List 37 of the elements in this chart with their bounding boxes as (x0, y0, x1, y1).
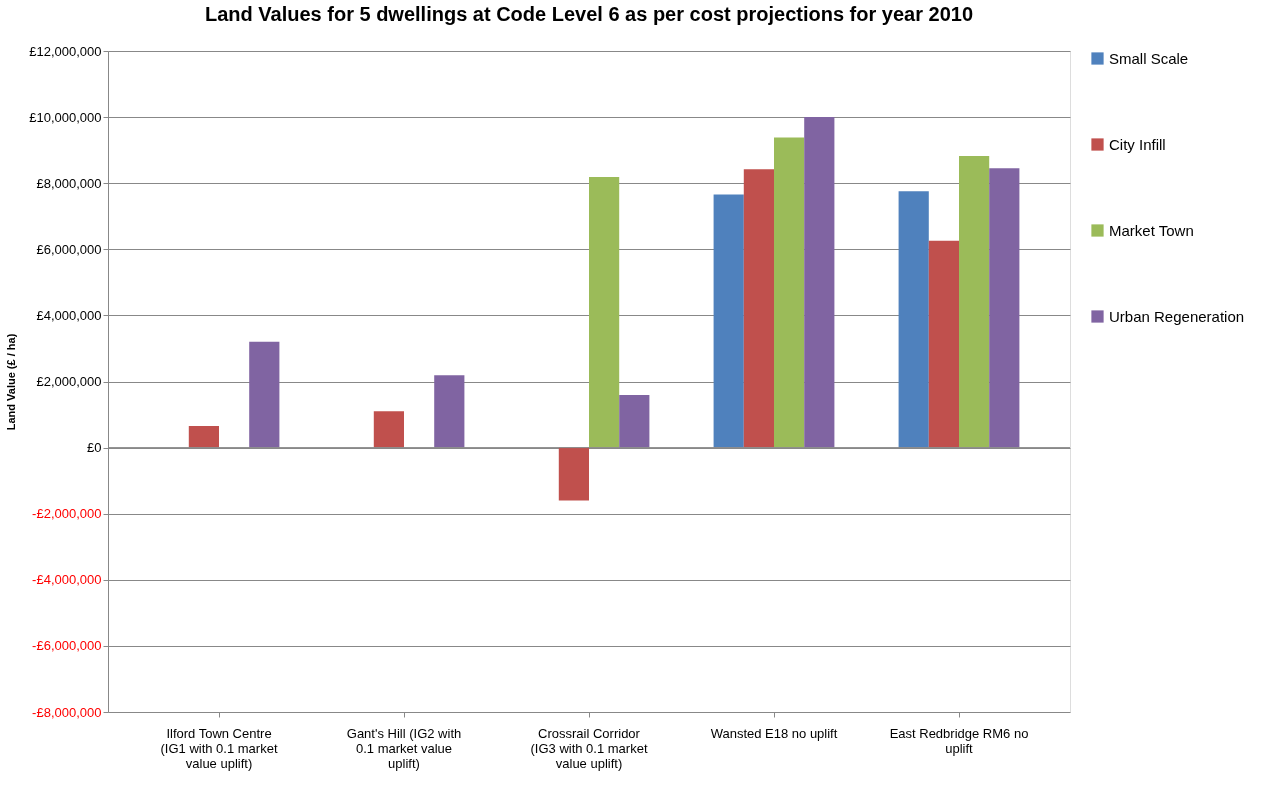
bar (804, 117, 835, 448)
chart-title: Land Values for 5 dwellings at Code Level 6 as per cost projections for year 2010 (204, 3, 974, 25)
y-tick-label: -£8,000,000 (32, 704, 102, 720)
legend-label: Market Town (1109, 221, 1194, 239)
x-tick-label: Gant's Hill (IG2 with 0.1 market value uplift) (346, 725, 462, 771)
x-tick-label: Wansted E18 no uplift (710, 725, 838, 741)
x-tick-label: Ilford Town Centre (IG1 with 0.1 market value uplift) (160, 725, 278, 771)
x-tick-label: Crossrail Corridor (IG3 with 0.1 market value uplift) (530, 725, 648, 771)
x-tick-label: East Redbridge RM6 no uplift (889, 725, 1029, 756)
bar (589, 176, 620, 448)
y-tick-label: £6,000,000 (36, 241, 102, 257)
bar (373, 411, 404, 448)
y-tick-label: £2,000,000 (36, 374, 102, 389)
bar (959, 156, 990, 448)
y-axis-title: Land Value (£ / ha) (5, 333, 18, 431)
bar (928, 240, 959, 448)
y-tick-label: -£6,000,000 (32, 638, 102, 654)
legend-label: City Infill (1109, 135, 1166, 153)
bar (713, 194, 744, 448)
bar (774, 137, 805, 448)
y-tick-label: £8,000,000 (36, 175, 102, 191)
bar (898, 191, 929, 448)
bar (558, 447, 589, 501)
bar (743, 169, 774, 448)
y-tick-label: £12,000,000 (29, 43, 102, 59)
bar (619, 395, 650, 448)
legend-label: Small Scale (1109, 49, 1189, 67)
y-tick-label: £0 (87, 440, 102, 456)
y-tick-label: £4,000,000 (36, 307, 102, 323)
bar (188, 426, 219, 448)
y-tick-label: -£2,000,000 (32, 506, 102, 522)
y-tick-label: £10,000,000 (29, 109, 102, 125)
bar (434, 375, 465, 448)
y-tick-label: -£4,000,000 (32, 572, 102, 588)
bar (989, 168, 1020, 448)
legend-label: Urban Regeneration (1109, 307, 1245, 325)
bar (249, 341, 280, 448)
